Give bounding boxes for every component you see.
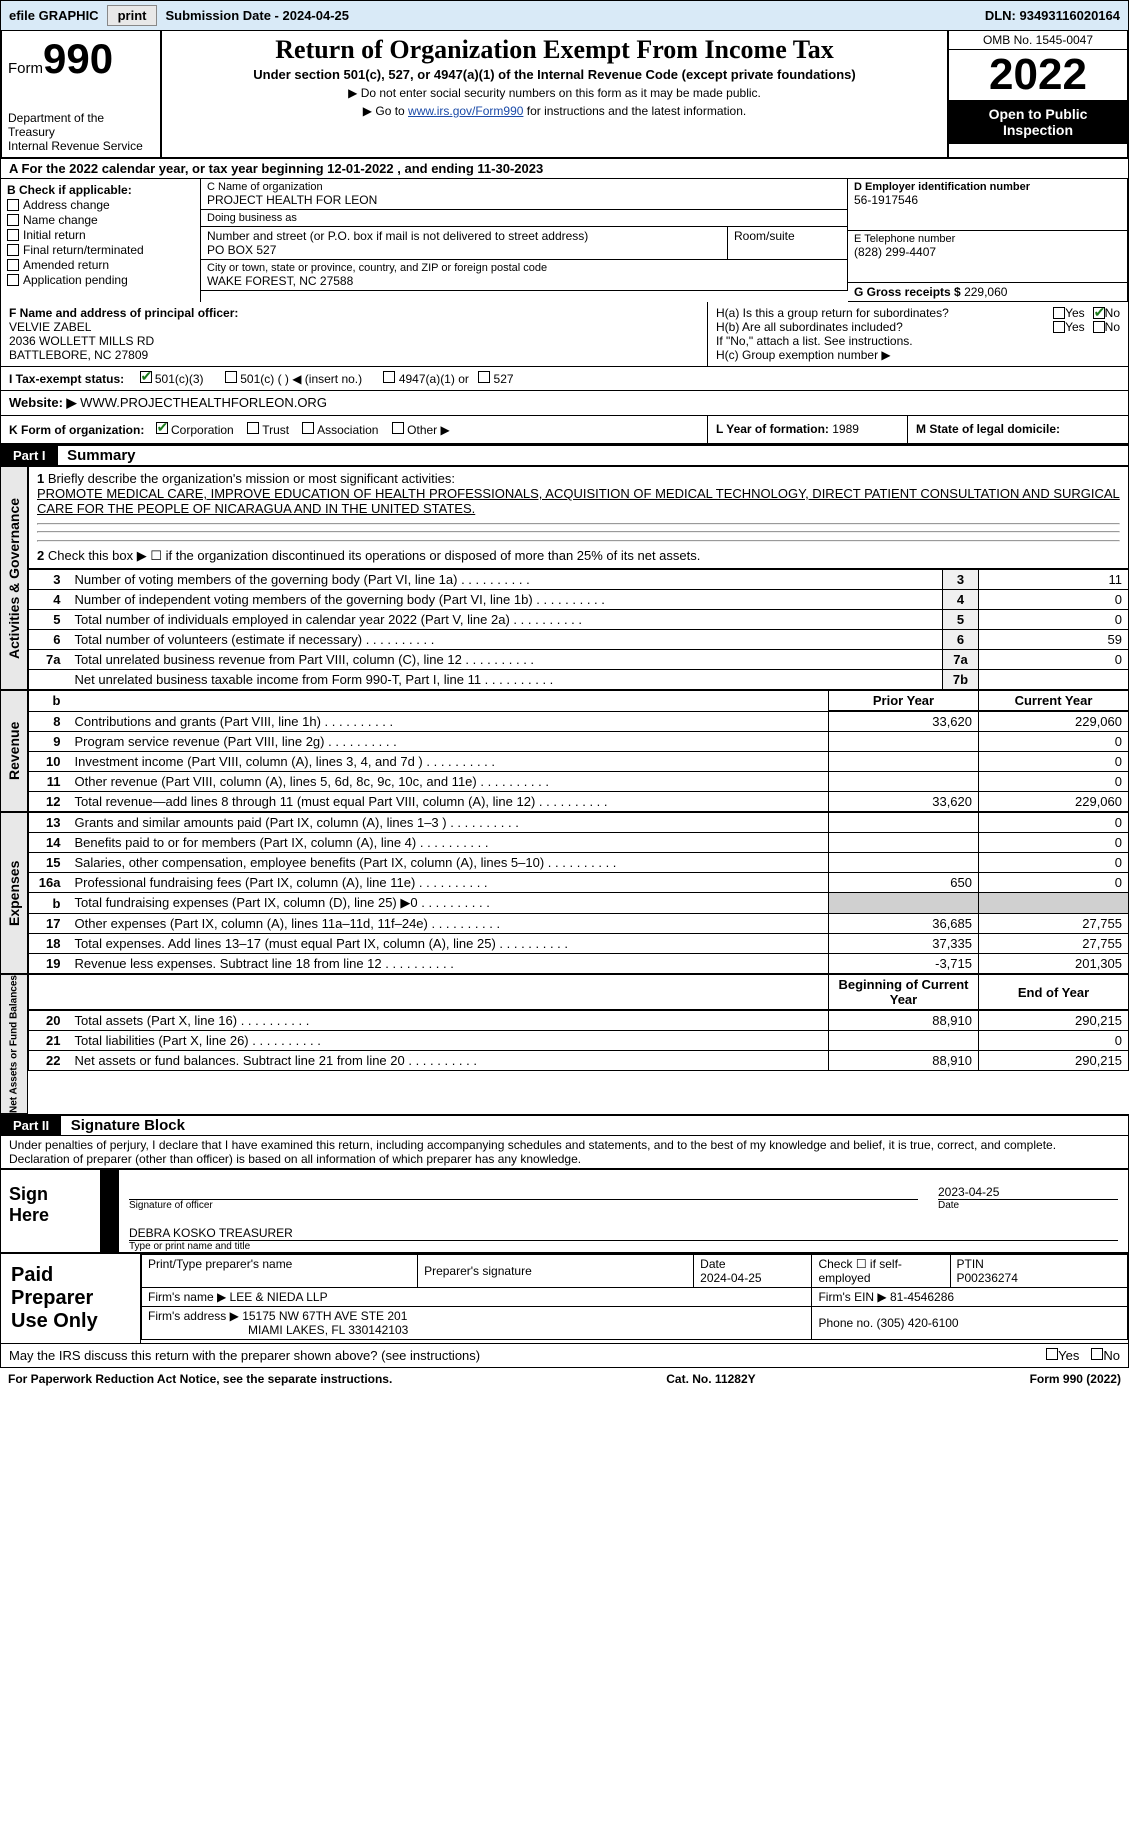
expenses-block: Expenses 13Grants and similar amounts pa… xyxy=(0,812,1129,974)
omb-number: OMB No. 1545-0047 xyxy=(949,31,1127,50)
checkbox-4947[interactable] xyxy=(383,371,395,383)
mission-text: PROMOTE MEDICAL CARE, IMPROVE EDUCATION … xyxy=(37,486,1120,516)
form-header-mid: Return of Organization Exempt From Incom… xyxy=(162,31,947,157)
revenue-block: Revenue b Prior Year Current Year 8Contr… xyxy=(0,690,1129,812)
year-formation: 1989 xyxy=(832,422,859,436)
table-activities: 3Number of voting members of the governi… xyxy=(28,569,1129,690)
efile-label: efile GRAPHIC xyxy=(9,8,99,23)
officer-name: VELVIE ZABEL xyxy=(9,320,699,334)
tax-status-row: I Tax-exempt status: 501(c)(3) 501(c) ( … xyxy=(0,367,1129,391)
firm-ein: 81-4546286 xyxy=(890,1290,954,1304)
form-header-left: Form990 Department of the Treasury Inter… xyxy=(2,31,162,157)
checkbox-trust[interactable] xyxy=(247,422,259,434)
arrow-icon xyxy=(101,1170,119,1211)
checkbox-final-return[interactable] xyxy=(7,244,19,256)
checkbox-527[interactable] xyxy=(478,371,490,383)
table-net-header: Beginning of Current Year End of Year xyxy=(28,974,1129,1010)
website-row: Website: ▶ WWW.PROJECTHEALTHFORLEON.ORG xyxy=(0,391,1129,416)
checkbox-application-pending[interactable] xyxy=(7,274,19,286)
table-revenue: 8Contributions and grants (Part VIII, li… xyxy=(28,711,1129,812)
part1-header: Part I Summary xyxy=(0,444,1129,466)
tab-net-assets: Net Assets or Fund Balances xyxy=(0,974,28,1114)
firm-phone: (305) 420-6100 xyxy=(877,1316,959,1330)
org-street: PO BOX 527 xyxy=(207,243,721,257)
footer: For Paperwork Reduction Act Notice, see … xyxy=(0,1368,1129,1390)
preparer-table: Print/Type preparer's name Preparer's si… xyxy=(141,1254,1128,1340)
arrow-icon xyxy=(101,1211,119,1252)
name-address-block: C Name of organizationPROJECT HEALTH FOR… xyxy=(201,179,848,302)
paid-preparer-block: Paid Preparer Use Only Print/Type prepar… xyxy=(0,1253,1129,1344)
checkbox-discuss-yes[interactable] xyxy=(1046,1348,1058,1360)
entity-block: B Check if applicable: Address change Na… xyxy=(0,179,1129,302)
tab-revenue: Revenue xyxy=(0,690,28,812)
ein: 56-1917546 xyxy=(854,193,1121,207)
sign-here-block: Sign Here Signature of officer 2023-04-2… xyxy=(0,1169,1129,1253)
table-revenue-header: b Prior Year Current Year xyxy=(28,690,1129,711)
checkbox-ha-no[interactable] xyxy=(1093,307,1105,319)
id-phone-block: D Employer identification number56-19175… xyxy=(848,179,1128,302)
phone: (828) 299-4407 xyxy=(854,245,1121,259)
org-name: PROJECT HEALTH FOR LEON xyxy=(207,193,841,207)
checkbox-hb-no[interactable] xyxy=(1093,321,1105,333)
activities-governance: Activities & Governance 1 Briefly descri… xyxy=(0,466,1129,690)
instructions-link-row: ▶ Go to www.irs.gov/Form990 for instruct… xyxy=(168,104,941,118)
checkbox-corp[interactable] xyxy=(156,422,168,434)
tab-activities: Activities & Governance xyxy=(0,466,28,690)
form-header-right: OMB No. 1545-0047 2022 Open to Public In… xyxy=(947,31,1127,157)
sign-date: 2023-04-25 xyxy=(938,1174,1118,1200)
irs-link[interactable]: www.irs.gov/Form990 xyxy=(408,104,523,118)
gross-receipts: 229,060 xyxy=(964,285,1007,299)
firm-name: LEE & NIEDA LLP xyxy=(230,1290,328,1304)
perjury-declaration: Under penalties of perjury, I declare th… xyxy=(0,1136,1129,1169)
dln: DLN: 93493116020164 xyxy=(985,8,1120,23)
checkbox-name-change[interactable] xyxy=(7,214,19,226)
submission-date: Submission Date - 2024-04-25 xyxy=(165,8,349,23)
top-bar: efile GRAPHIC print Submission Date - 20… xyxy=(0,0,1129,31)
open-to-public: Open to Public Inspection xyxy=(949,100,1127,144)
checkbox-other[interactable] xyxy=(392,422,404,434)
tax-year: 2022 xyxy=(949,50,1127,100)
part2-header: Part II Signature Block xyxy=(0,1114,1129,1136)
checkbox-discuss-no[interactable] xyxy=(1091,1348,1103,1360)
form-title: Return of Organization Exempt From Incom… xyxy=(168,35,941,65)
checkbox-ha-yes[interactable] xyxy=(1053,307,1065,319)
checkbox-hb-yes[interactable] xyxy=(1053,321,1065,333)
checkbox-initial-return[interactable] xyxy=(7,229,19,241)
form-header: Form990 Department of the Treasury Inter… xyxy=(0,31,1129,159)
org-form-row: K Form of organization: Corporation Trus… xyxy=(0,416,1129,444)
website: WWW.PROJECTHEALTHFORLEON.ORG xyxy=(80,395,327,410)
print-button[interactable]: print xyxy=(107,5,158,26)
org-city: WAKE FOREST, NC 27588 xyxy=(207,274,841,288)
signer-name: DEBRA KOSKO TREASURER xyxy=(129,1215,1118,1241)
check-if-applicable: B Check if applicable: Address change Na… xyxy=(1,179,201,302)
prep-date: 2024-04-25 xyxy=(700,1271,761,1285)
net-assets-block: Net Assets or Fund Balances Beginning of… xyxy=(0,974,1129,1114)
checkbox-501c[interactable] xyxy=(225,371,237,383)
tab-expenses: Expenses xyxy=(0,812,28,974)
officer-group-row: F Name and address of principal officer:… xyxy=(0,302,1129,367)
table-net-assets: 20Total assets (Part X, line 16)88,91029… xyxy=(28,1010,1129,1071)
table-expenses: 13Grants and similar amounts paid (Part … xyxy=(28,812,1129,974)
checkbox-assoc[interactable] xyxy=(302,422,314,434)
checkbox-amended[interactable] xyxy=(7,259,19,271)
checkbox-address-change[interactable] xyxy=(7,199,19,211)
ptin: P00236274 xyxy=(957,1271,1018,1285)
discuss-row: May the IRS discuss this return with the… xyxy=(0,1344,1129,1368)
line-a: A For the 2022 calendar year, or tax yea… xyxy=(0,159,1129,179)
checkbox-501c3[interactable] xyxy=(140,371,152,383)
